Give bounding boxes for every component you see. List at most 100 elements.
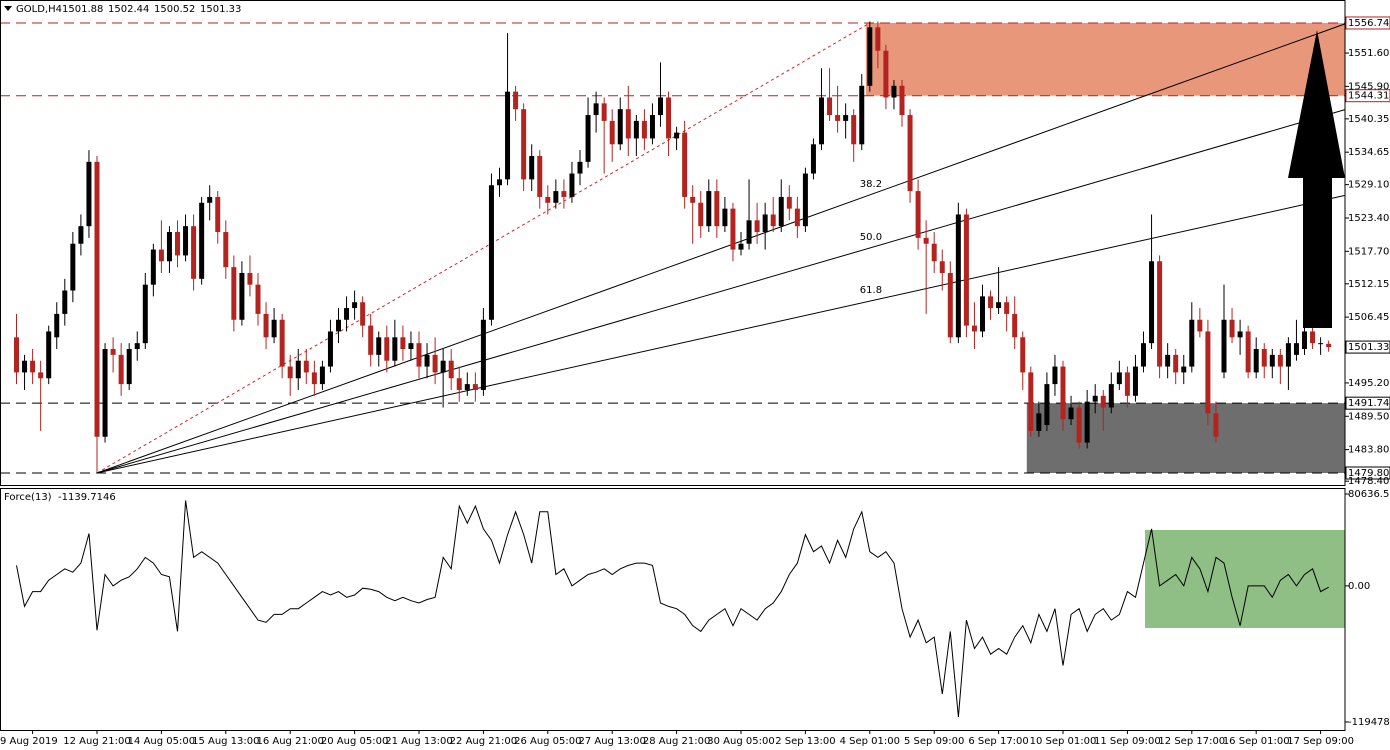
y-tick-label: 1540.35 [1348,114,1389,125]
candle-body [1132,366,1138,396]
candle-body [529,155,535,180]
candle-body [730,208,736,250]
candle-body [802,173,808,227]
x-tick-label: 16 Aug 21:00 [256,736,323,747]
x-tick-label: 15 Aug 13:00 [192,736,259,747]
candle-body [955,214,961,338]
candle-body [1076,407,1082,443]
candle-body [102,349,108,437]
fan-line [96,23,1346,474]
y-tick-label: 1489.50 [1348,411,1389,422]
candle-body [1108,384,1114,408]
current-price-box [1345,340,1390,354]
candle-body [360,302,366,326]
candle-body [1197,319,1203,332]
symbol-title: GOLD,H4 [16,4,62,15]
candle-body [336,319,341,332]
indicator-y-tick-label: 80636.557 [1348,489,1390,500]
candle-body [1205,331,1211,414]
candle-body [464,384,470,390]
candle-body [891,85,897,98]
x-tick-label: 11 Sep 09:00 [1094,736,1161,747]
candle-body [191,226,197,279]
candle-body [376,337,382,355]
candle-body [980,296,985,332]
fan-base-line [96,22,871,474]
candle-body [1116,372,1122,385]
candle-body [561,191,567,197]
candle-body [1092,395,1098,402]
candle-body [1020,337,1026,373]
candle-body [279,319,285,367]
x-tick-label: 14 Aug 05:00 [128,736,195,747]
indicator-last-value: -1139.7146 [58,492,116,503]
candle-body [931,243,937,262]
axes: 1556.74 1544.31 1491.74 1479.80 1501.33 1551.… [0,16,1390,747]
x-tick-label: 22 Aug 21:00 [450,736,517,747]
candle-body [1261,349,1267,367]
candle-body [183,226,189,256]
candle-body [392,337,398,361]
candle-body [617,109,623,145]
candle-body [649,115,655,139]
candle-body [1318,343,1324,345]
candle-body [971,325,977,332]
x-tick-label: 9 Aug 2019 [0,736,58,747]
x-tick-label: 4 Sep 01:00 [840,736,900,747]
x-tick-label: 12 Aug 21:00 [63,736,130,747]
candle-body [448,360,454,379]
candle-body [1157,261,1163,367]
candle-body [287,366,293,379]
candle-body [690,196,696,203]
candle-body [746,220,752,244]
candle-body [1302,331,1307,350]
candle-body [698,202,704,227]
x-tick-label: 2 Sep 13:00 [775,736,835,747]
x-tick-label: 26 Aug 05:00 [514,736,581,747]
candle-body [142,284,148,344]
lines: 38.2 50.0 61.8 [0,22,1346,474]
y-tick-label: 1551.60 [1348,48,1389,59]
candle-body [94,161,100,437]
candle-body [875,27,881,51]
candle-body [400,337,406,350]
main-panel-border [0,0,1346,486]
candle-body [843,115,849,121]
x-tick-label: 20 Aug 05:00 [321,736,388,747]
candle-body [513,91,519,110]
candle-body [327,331,333,367]
candle-body [569,173,575,197]
candle-body [545,196,551,203]
candle-body [819,97,824,145]
candle-body [22,360,28,373]
y-tick-label: 1534.65 [1348,147,1389,158]
candle-body [658,97,663,116]
candle-body [1229,319,1235,338]
candle-body [295,360,301,379]
indicator [16,500,1345,717]
candle-body [86,161,92,227]
x-tick-label: 10 Sep 01:00 [1030,736,1097,747]
candle-body [497,179,502,186]
candle-body [158,249,164,262]
candle-body [263,313,269,338]
candle-body [988,296,994,309]
candle-body [207,196,213,203]
candle-body [456,378,462,390]
price-zone [1026,403,1345,474]
candle-body [223,232,229,268]
candle-body [867,27,873,86]
force-line [16,500,1329,717]
candle-body [1181,366,1187,373]
x-tick-label: 27 Aug 13:00 [578,736,645,747]
candle-body [271,319,277,338]
fan-label: 38.2 [860,179,882,190]
candle-body [1189,319,1195,367]
candle-body [54,313,60,338]
candle-body [963,214,969,326]
candle-body [247,272,253,285]
level-label: 1556.74 [1348,18,1389,29]
